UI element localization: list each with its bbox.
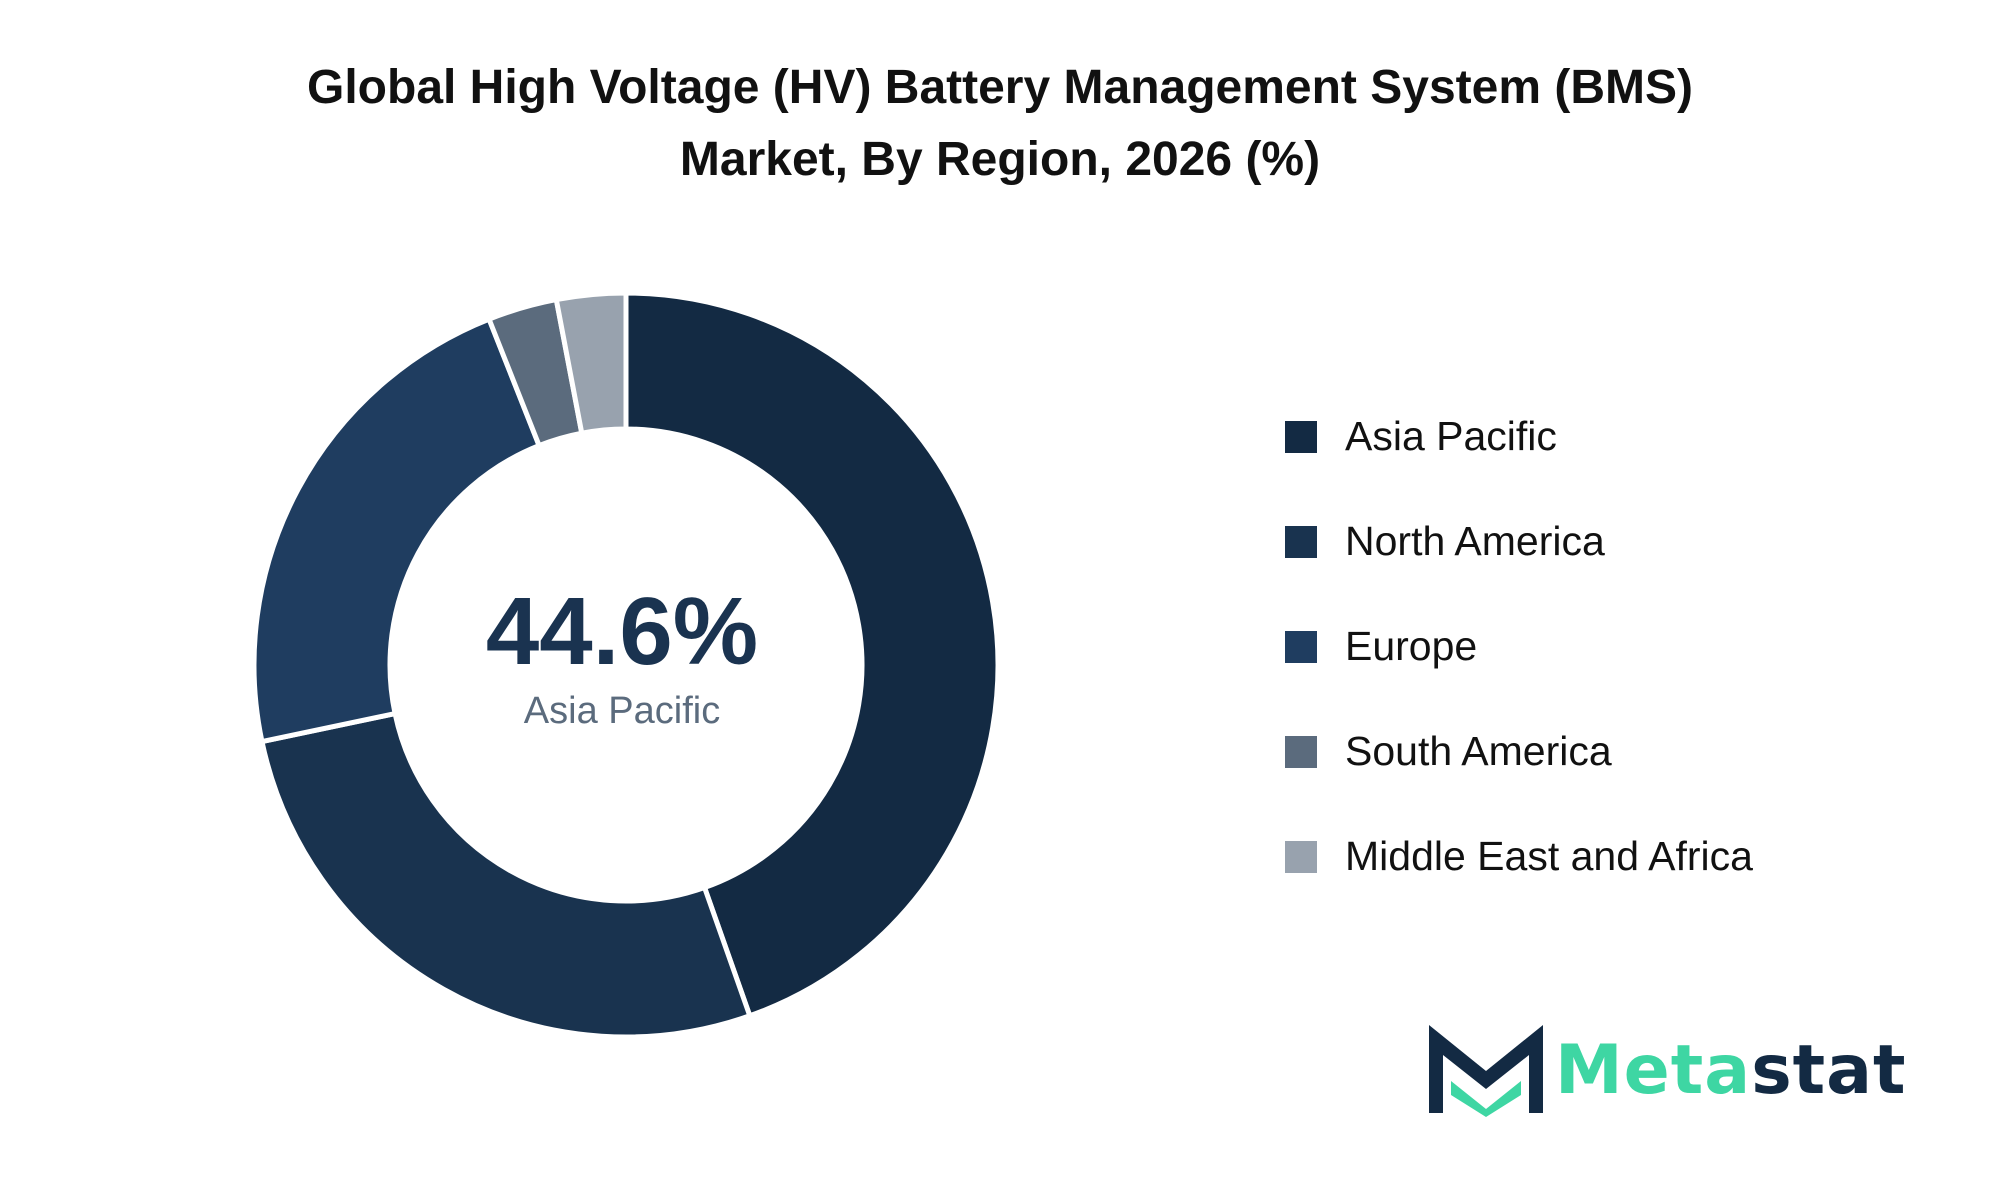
chart-title-line-2: Market, By Region, 2026 (%) [679,133,1321,186]
chart-title-line-1: Global High Voltage (HV) Battery Managem… [307,61,1693,114]
donut-slice-middle-east-and-africa [553,290,629,436]
logo-text-meta: Meta [1555,1031,1752,1110]
legend-item-asia-pacific: Asia Pacific [1285,384,1753,489]
donut-slice-europe [251,316,542,745]
center-label: Asia Pacific [524,690,720,732]
legend-label: Middle East and Africa [1345,833,1753,879]
chart-title: Global High Voltage (HV) Battery Managem… [0,52,2000,196]
legend-label: Asia Pacific [1345,413,1557,459]
logo-text-stat: stat [1751,1031,1907,1110]
metastat-logo-icon [1429,1025,1543,1117]
legend-swatch [1285,630,1317,663]
legend-swatch [1285,420,1317,453]
legend-swatch [1285,840,1317,873]
legend-swatch [1285,525,1317,558]
legend: Asia Pacific North America Europe South Ame… [1285,384,1753,909]
legend-label: North America [1345,518,1605,564]
donut-slice-asia-pacific [623,290,1001,1019]
legend-item-europe: Europe [1285,594,1753,699]
legend-item-middle-east-and-africa: Middle East and Africa [1285,804,1753,909]
donut-slices [251,290,1001,1040]
metastat-logo-wordmark: Metastat [1555,1037,1907,1105]
legend-item-north-america: North America [1285,489,1753,594]
donut-slice-north-america [259,711,753,1040]
legend-label: Europe [1345,623,1478,669]
legend-item-south-america: South America [1285,699,1753,804]
center-value: 44.6% [486,578,758,685]
legend-swatch [1285,735,1317,768]
legend-label: South America [1345,728,1612,774]
donut-chart: 44.6% Asia Pacific [251,290,1001,1040]
metastat-logo: Metastat [1425,1025,1907,1117]
